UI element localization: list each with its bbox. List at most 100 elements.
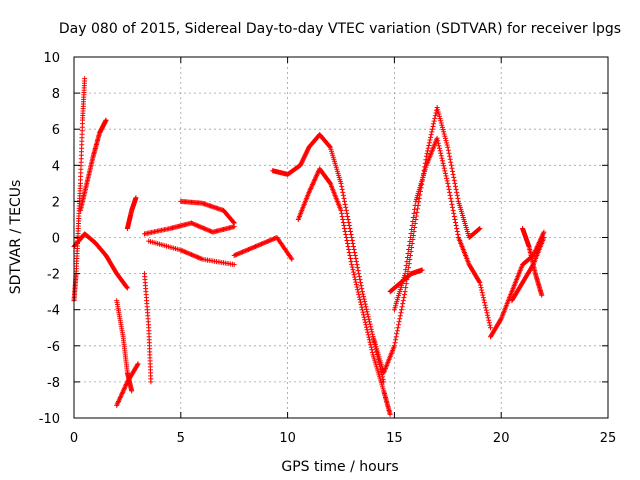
grid (74, 57, 608, 418)
data-point (362, 319, 368, 325)
data-point (438, 118, 444, 124)
data-point (348, 259, 354, 265)
data-point (231, 220, 237, 226)
data-point (368, 344, 374, 350)
x-axis-label: GPS time / hours (281, 459, 398, 475)
data-point (453, 186, 459, 192)
data-point (342, 198, 348, 204)
data-point (362, 317, 368, 323)
data-point (392, 340, 398, 346)
data-point (436, 145, 442, 151)
data-point (339, 186, 345, 192)
data-point (353, 256, 359, 262)
data-point (480, 295, 486, 301)
data-point (354, 284, 360, 290)
data-point (391, 343, 397, 349)
data-point (429, 129, 435, 135)
data-point (340, 192, 346, 198)
data-point (349, 238, 355, 244)
y-tick-label: -8 (47, 376, 60, 391)
data-point (479, 287, 485, 293)
data-point (433, 110, 439, 116)
data-point (483, 305, 489, 311)
data-point (345, 244, 351, 250)
data-point (399, 307, 405, 313)
data-point (396, 319, 402, 325)
data-point (448, 195, 454, 201)
data-point (365, 311, 371, 317)
data-point (359, 307, 365, 313)
data-point (124, 284, 130, 290)
data-point (426, 140, 432, 146)
data-point (345, 241, 351, 247)
data-point (485, 312, 491, 318)
data-point (539, 292, 545, 298)
data-point (445, 144, 451, 150)
data-point (483, 307, 489, 313)
data-point (450, 168, 456, 174)
y-tick-label: 4 (52, 159, 60, 174)
data-point (400, 298, 406, 304)
data-point (445, 183, 451, 189)
data-point (400, 301, 406, 307)
data-point (477, 280, 483, 286)
data-point (367, 321, 373, 327)
data-point (406, 247, 412, 253)
data-point (410, 218, 416, 224)
data-point (405, 251, 411, 257)
data-point (353, 259, 359, 265)
data-point (419, 267, 425, 273)
data-point (486, 320, 492, 326)
data-point (476, 226, 482, 232)
y-tick-label: -2 (47, 268, 60, 283)
data-point (356, 271, 362, 277)
data-point (434, 105, 440, 111)
data-point (359, 286, 365, 292)
data-point (345, 216, 351, 222)
data-point (366, 319, 372, 325)
chart-title: Day 080 of 2015, Sidereal Day-to-day VTE… (59, 21, 621, 37)
data-point (439, 124, 445, 130)
data-point (441, 163, 447, 169)
data-point (477, 225, 483, 231)
x-tick-label: 10 (279, 431, 296, 446)
data-point (363, 322, 369, 328)
data-point (358, 283, 364, 289)
data-point (498, 317, 504, 323)
data-point (350, 269, 356, 275)
data-point (445, 180, 451, 186)
data-point (361, 314, 367, 320)
data-point (429, 126, 435, 132)
data-point (369, 349, 375, 355)
data-point (361, 312, 367, 318)
data-point (436, 113, 442, 119)
data-point (381, 379, 387, 385)
data-point (413, 213, 419, 219)
data-point (359, 289, 365, 295)
data-point (439, 122, 445, 128)
series-lpgs-c (71, 231, 130, 291)
data-point (394, 331, 400, 337)
data-point (339, 210, 345, 216)
data-point (103, 117, 109, 123)
data-point (442, 170, 448, 176)
data-point (355, 287, 361, 293)
data-point (360, 309, 366, 315)
x-tick-label: 5 (177, 431, 185, 446)
data-point (443, 138, 449, 144)
y-tick-label: 10 (43, 51, 60, 66)
data-point (447, 192, 453, 198)
data-point (364, 327, 370, 333)
data-point (541, 229, 547, 235)
data-point (356, 274, 362, 280)
x-tick-label: 25 (600, 431, 617, 446)
data-point (441, 129, 447, 135)
data-point (479, 290, 485, 296)
series-lpgs-i (178, 198, 237, 226)
data-point (393, 337, 399, 343)
series-lpgs-n (370, 105, 483, 376)
data-point (359, 304, 365, 310)
data-point (446, 150, 452, 156)
data-point (450, 207, 456, 213)
series-lpgs-h (141, 220, 237, 237)
